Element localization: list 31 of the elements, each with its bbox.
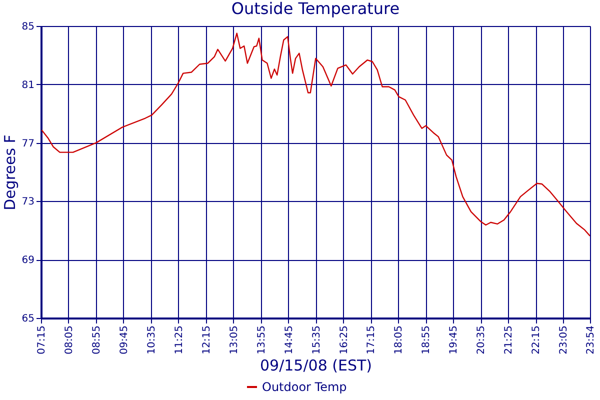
x-tick-label: 08:55 (91, 326, 102, 354)
y-tick-label: 65 (22, 314, 34, 324)
y-axis-title: Degrees F (0, 134, 19, 210)
y-tick-label: 73 (22, 196, 34, 208)
x-tick-label: 23:05 (558, 326, 570, 354)
x-tick-label: 18:05 (394, 326, 405, 354)
x-tick-label: 09:45 (118, 326, 130, 354)
x-tick-label: 15:35 (311, 326, 322, 354)
x-tick-label: 18:55 (421, 326, 432, 354)
x-tick-label: 19:45 (448, 326, 460, 354)
x-tick-label: 13:55 (256, 326, 268, 354)
y-tick-label: 69 (22, 255, 34, 266)
y-tick-label: 85 (22, 22, 34, 32)
x-tick-label: 17:15 (366, 326, 378, 354)
x-tick-label: 07:15 (36, 326, 48, 354)
x-tick-label: 16:25 (338, 326, 350, 354)
x-tick-label: 13:05 (228, 326, 240, 354)
x-tick-label: 14:45 (284, 326, 295, 354)
x-tick-label: 08:05 (64, 326, 75, 354)
x-tick-label: 23:54 (586, 326, 596, 354)
x-tick-label: 12:15 (201, 326, 212, 354)
x-tick-label: 10:35 (146, 326, 158, 354)
x-tick-label: 11:25 (174, 326, 185, 354)
x-tick-label: 22:15 (531, 326, 542, 354)
x-axis-title: 09/15/08 (EST) (260, 356, 372, 374)
x-tick-label: 21:25 (504, 326, 515, 354)
y-tick-label: 81 (22, 80, 34, 91)
y-tick-label: 77 (22, 138, 34, 150)
x-tick-label: 20:35 (476, 326, 488, 354)
chart-title: Outside Temperature (231, 0, 400, 18)
legend-label: Outdoor Temp (262, 380, 347, 394)
